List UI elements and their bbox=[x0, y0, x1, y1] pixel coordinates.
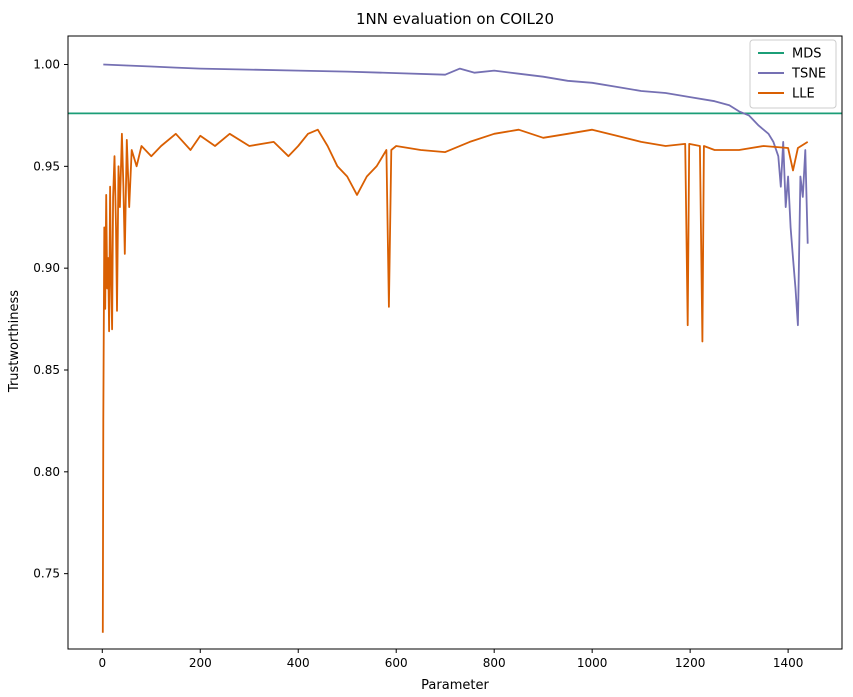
series-lle-line bbox=[101, 128, 809, 633]
y-tick-label: 1.00 bbox=[33, 58, 60, 72]
legend: MDS TSNE LLE bbox=[749, 39, 837, 109]
x-tick-label: 1400 bbox=[773, 656, 804, 670]
plot-lines bbox=[68, 63, 842, 633]
x-tick-label: 1000 bbox=[577, 656, 608, 670]
x-axis: 0 200 400 600 800 1000 1200 1400 bbox=[98, 649, 803, 670]
y-axis: 0.75 0.80 0.85 0.90 0.95 1.00 bbox=[33, 58, 68, 581]
x-axis-label: Parameter bbox=[421, 678, 489, 693]
x-tick-label: 600 bbox=[385, 656, 408, 670]
legend-label-mds: MDS bbox=[792, 47, 821, 62]
y-tick-label: 0.95 bbox=[33, 159, 60, 173]
x-tick-label: 200 bbox=[189, 656, 212, 670]
legend-label-tsne: TSNE bbox=[791, 67, 826, 82]
x-tick-label: 0 bbox=[98, 656, 106, 670]
x-tick-label: 800 bbox=[483, 656, 506, 670]
y-axis-label: Trustworthiness bbox=[7, 290, 22, 393]
plot-frame bbox=[67, 35, 843, 650]
y-tick-label: 0.85 bbox=[33, 363, 60, 377]
x-tick-label: 400 bbox=[287, 656, 310, 670]
x-tick-label: 1200 bbox=[675, 656, 706, 670]
y-tick-label: 0.80 bbox=[33, 465, 60, 479]
y-tick-label: 0.75 bbox=[33, 567, 60, 581]
chart-title: 1NN evaluation on COIL20 bbox=[356, 10, 554, 28]
y-tick-label: 0.90 bbox=[33, 261, 60, 275]
legend-label-lle: LLE bbox=[792, 87, 815, 102]
legend-box bbox=[749, 39, 837, 109]
series-tsne-line bbox=[103, 63, 809, 327]
